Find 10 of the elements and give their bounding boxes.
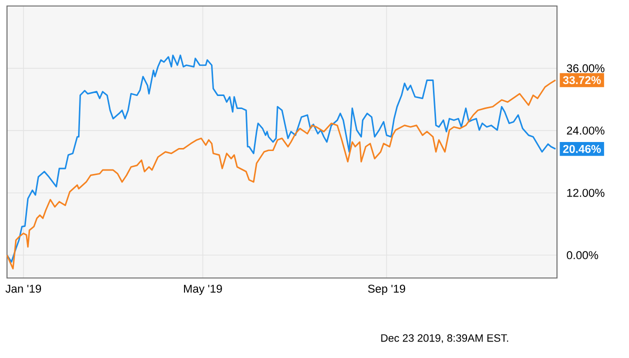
text: Dec 23 2019, 8:39AM EST.	[381, 334, 508, 344]
y-tick-label: 36.00%	[566, 64, 604, 72]
x-tick-label: May '19	[184, 284, 222, 295]
y-tick-label: 0.00%	[566, 251, 598, 260]
y-tick-label: 24.00%	[566, 126, 604, 135]
y-tick-label: 12.00%	[567, 188, 604, 197]
annotation: 20.46%	[563, 144, 601, 153]
x-tick-label: Sep '19	[368, 284, 406, 295]
x-tick-label: Jan '19	[6, 284, 41, 293]
annotation: 33.72%	[562, 76, 601, 84]
